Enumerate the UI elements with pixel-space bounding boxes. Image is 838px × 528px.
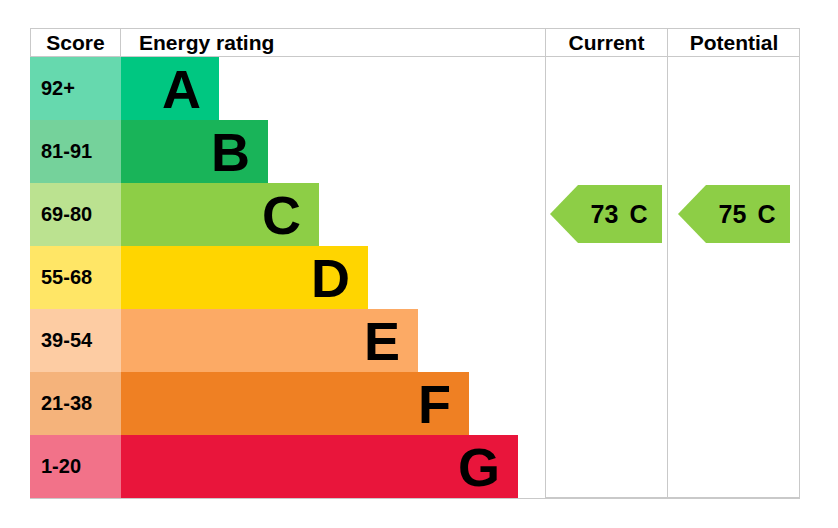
rating-letter-e: E (364, 314, 400, 368)
rating-bar-a: A (121, 57, 219, 120)
band-row-b: 81-91 B (30, 120, 545, 183)
score-range-c: 69-80 (30, 183, 121, 246)
band-row-c: 69-80 C (30, 183, 545, 246)
current-column (545, 28, 668, 498)
rating-letter-f: F (418, 377, 451, 431)
score-range-e: 39-54 (30, 309, 121, 372)
epc-rating-chart: Score Energy rating Current Potential 92… (0, 0, 838, 528)
potential-rating-band: C (757, 200, 775, 229)
band-rows: 92+ A 81-91 B 69-80 C 55-68 D (30, 57, 545, 498)
epc-chart-table: Score Energy rating Current Potential 92… (30, 28, 800, 499)
score-range-b: 81-91 (30, 120, 121, 183)
current-rating-band: C (629, 200, 647, 229)
score-range-f: 21-38 (30, 372, 121, 435)
energy-rating-header: Energy rating (121, 28, 545, 57)
potential-rating-value: 75 (719, 200, 747, 229)
rating-bar-g: G (121, 435, 518, 498)
rating-letter-a: A (162, 62, 201, 116)
score-range-d: 55-68 (30, 246, 121, 309)
rating-bar-f: F (121, 372, 469, 435)
rating-letter-c: C (262, 188, 301, 242)
rating-letter-b: B (211, 125, 250, 179)
potential-column (668, 28, 800, 498)
band-row-g: 1-20 G (30, 435, 545, 498)
score-header: Score (30, 28, 121, 57)
band-row-e: 39-54 E (30, 309, 545, 372)
score-range-g: 1-20 (30, 435, 121, 498)
rating-letter-g: G (458, 440, 500, 494)
rating-bar-d: D (121, 246, 368, 309)
rating-bar-c: C (121, 183, 319, 246)
score-range-a: 92+ (30, 57, 121, 120)
rating-bar-e: E (121, 309, 418, 372)
band-row-a: 92+ A (30, 57, 545, 120)
rating-bar-b: B (121, 120, 268, 183)
rating-letter-d: D (311, 251, 350, 305)
band-row-f: 21-38 F (30, 372, 545, 435)
current-rating-value: 73 (591, 200, 619, 229)
band-row-d: 55-68 D (30, 246, 545, 309)
